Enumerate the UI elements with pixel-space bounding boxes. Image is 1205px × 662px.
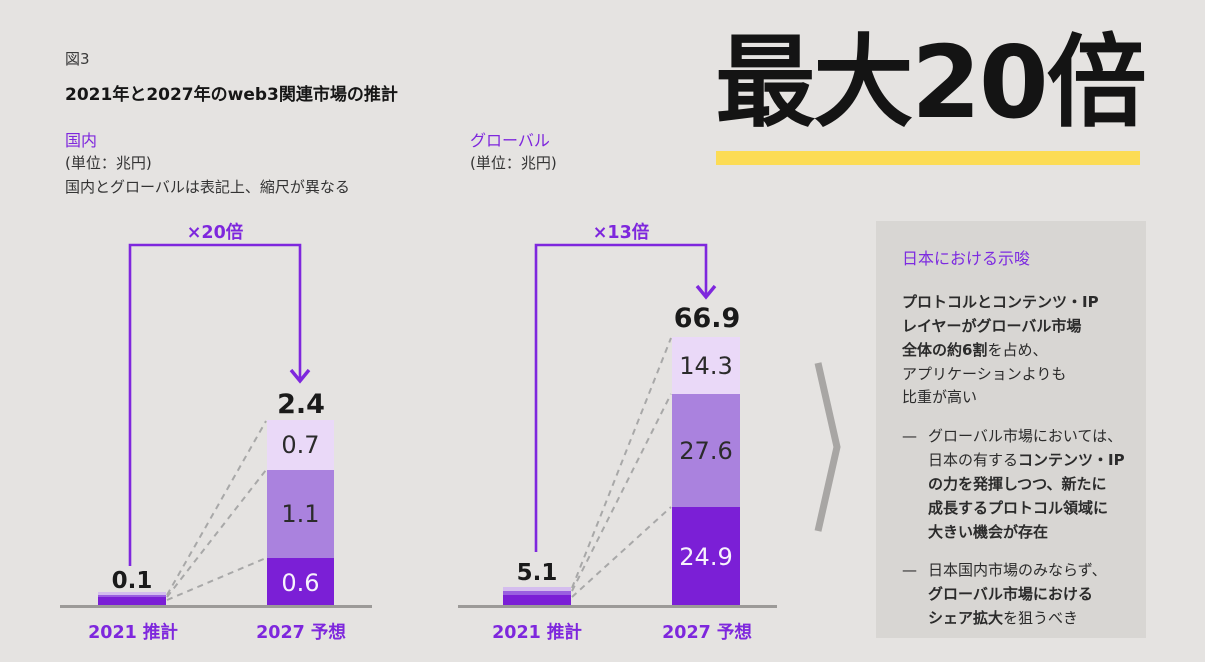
bar-segment-bottom: [98, 597, 166, 607]
global-2021-total: 5.1: [516, 560, 558, 586]
bar-segment-bottom: [503, 595, 571, 607]
bullet-dash-icon: —: [902, 427, 917, 446]
bar-domestic-2021: [98, 592, 166, 607]
flow-chevron-icon: [814, 362, 841, 532]
bar-segment-top: 0.7: [267, 420, 334, 470]
domestic-xlabel-2021: 2021 推計: [88, 623, 178, 643]
segment-value: 0.6: [281, 568, 320, 597]
global-xlabel-2027: 2027 予想: [662, 623, 752, 643]
domestic-xlabel-2027: 2027 予想: [256, 623, 346, 643]
global-x-axis: [458, 605, 777, 608]
global-xlabel-2021: 2021 推計: [492, 623, 582, 643]
bar-global-2021: [503, 587, 571, 607]
figure-title: 2021年と2027年のweb3関連市場の推計: [65, 85, 398, 105]
bar-segment-middle: 1.1: [267, 470, 334, 558]
headline-highlight-bar: [716, 151, 1140, 165]
domestic-x-axis: [60, 605, 372, 608]
global-group-label: グローバル: [470, 131, 550, 150]
scale-note: 国内とグローバルは表記上、縮尺が異なる: [65, 178, 350, 196]
bar-segment-bottom: 0.6: [267, 558, 334, 607]
global-unit-label: (単位：兆円): [470, 154, 557, 172]
insight-bullet: — グローバル市場においては、 日本の有するコンテンツ・IP の力を発揮しつつ、…: [902, 425, 1126, 544]
domestic-2027-total: 2.4: [277, 389, 325, 420]
global-multiplier-label: ×13倍: [592, 223, 650, 243]
bar-domestic-2027: 0.7 1.1 0.6: [267, 420, 334, 607]
bar-segment-middle: 27.6: [672, 394, 740, 507]
bar-segment-middle: [98, 595, 166, 597]
figure-number: 図3: [65, 50, 90, 68]
bar-segment-top: 14.3: [672, 337, 740, 394]
insight-bullet-text: 日本国内市場のみならず、 グローバル市場における シェア拡大を狙うべき: [928, 561, 1107, 628]
bar-segment-top: [98, 592, 166, 595]
bar-segment-top: [503, 587, 571, 591]
segment-value: 14.3: [679, 351, 733, 380]
segment-value: 27.6: [679, 436, 733, 465]
insight-panel-title: 日本における示唆: [902, 249, 1031, 268]
bar-segment-middle: [503, 591, 571, 595]
segment-value: 0.7: [281, 431, 320, 459]
domestic-group-label: 国内: [65, 131, 98, 150]
segment-value: 24.9: [679, 543, 733, 571]
insight-intro: プロトコルとコンテンツ・IP レイヤーがグローバル市場 全体の約6割を占め、 ア…: [902, 293, 1099, 407]
headline-text: 最大20倍: [715, 24, 1146, 141]
domestic-2021-total: 0.1: [111, 568, 153, 594]
segment-value: 1.1: [281, 500, 320, 528]
bar-segment-bottom: 24.9: [672, 507, 740, 607]
bullet-dash-icon: —: [902, 561, 917, 580]
domestic-unit-label: (単位：兆円): [65, 154, 152, 172]
insight-bullet: — 日本国内市場のみならず、 グローバル市場における シェア拡大を狙うべき: [902, 559, 1126, 631]
insight-bullet-text: グローバル市場においては、 日本の有するコンテンツ・IP の力を発揮しつつ、新た…: [928, 427, 1125, 541]
insight-panel: 日本における示唆 プロトコルとコンテンツ・IP レイヤーがグローバル市場 全体の…: [876, 221, 1146, 638]
domestic-multiplier-label: ×20倍: [186, 223, 244, 243]
global-2027-total: 66.9: [673, 303, 741, 334]
bar-global-2027: 14.3 27.6 24.9: [672, 337, 740, 607]
